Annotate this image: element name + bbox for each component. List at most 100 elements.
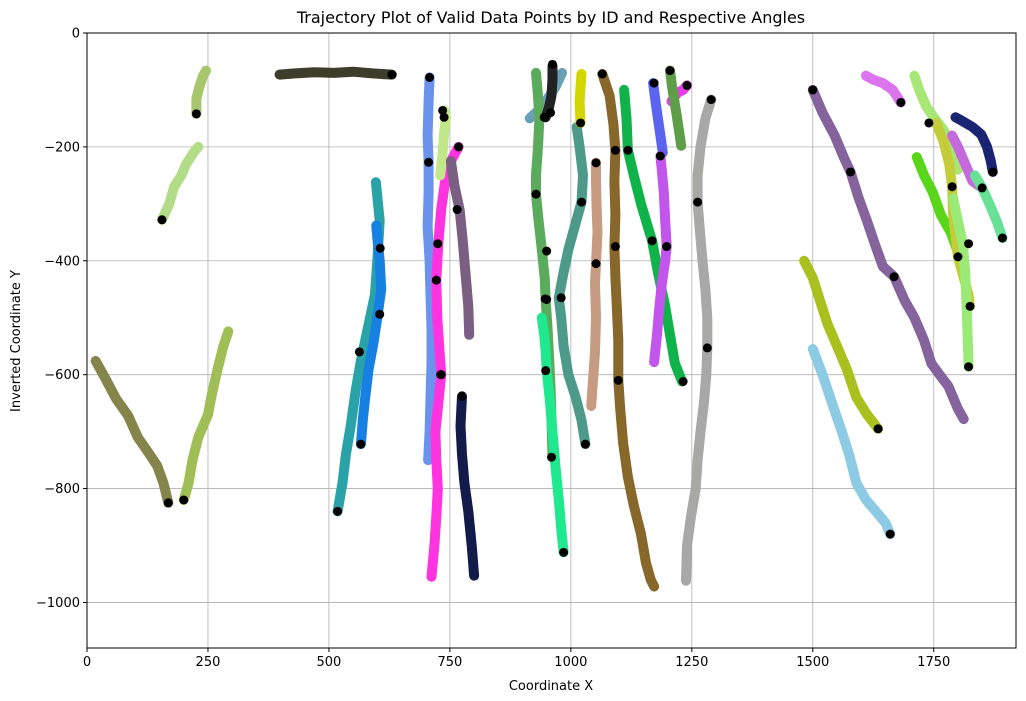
y-tick-label: −600	[44, 368, 80, 383]
x-tick-label: 1000	[554, 655, 587, 670]
endpoint-marker	[702, 343, 712, 353]
endpoint-marker	[457, 391, 467, 401]
endpoint-marker	[610, 145, 620, 155]
trajectory-series-37	[950, 112, 998, 177]
x-tick-label: 1500	[796, 655, 829, 670]
trajectory-series-3	[90, 356, 174, 508]
endpoint-marker	[541, 366, 551, 376]
x-tick-label: 500	[317, 655, 342, 670]
endpoint-marker	[375, 243, 385, 253]
endpoint-marker	[613, 375, 623, 385]
endpoint-marker	[191, 109, 201, 119]
y-tick-label: −400	[44, 254, 80, 269]
y-tick-label: −800	[44, 482, 80, 497]
endpoint-marker	[540, 294, 550, 304]
endpoint-marker	[354, 347, 364, 357]
trajectory-series-1	[157, 141, 204, 225]
endpoint-marker	[682, 80, 692, 90]
trajectory-series-19	[586, 157, 603, 411]
trajectory-series-15	[536, 312, 569, 558]
endpoint-marker	[947, 182, 957, 192]
endpoint-marker	[873, 424, 883, 434]
endpoint-marker	[808, 85, 818, 95]
endpoint-marker	[647, 236, 657, 246]
endpoint-marker	[539, 112, 549, 122]
endpoint-marker	[665, 66, 675, 76]
endpoint-marker	[531, 189, 541, 199]
endpoint-marker	[163, 498, 173, 508]
endpoint-marker	[425, 72, 435, 82]
endpoint-marker	[375, 309, 385, 319]
endpoint-marker	[965, 301, 975, 311]
trajectory-series-9	[426, 141, 464, 582]
trajectory-series-25	[665, 65, 687, 151]
endpoint-marker	[846, 167, 856, 177]
y-tick-label: 0	[72, 27, 80, 42]
trajectory-series-36	[969, 170, 1008, 243]
endpoint-marker	[924, 118, 934, 128]
endpoint-marker	[439, 112, 449, 122]
endpoint-markers	[157, 59, 1007, 557]
endpoint-marker	[662, 242, 672, 252]
trajectory-series-26	[681, 94, 717, 586]
trajectory-series-2	[191, 65, 211, 119]
endpoint-marker	[885, 529, 895, 539]
trajectory-series-29	[807, 344, 896, 540]
endpoint-marker	[547, 452, 556, 462]
endpoint-marker	[610, 242, 620, 252]
endpoint-marker	[580, 439, 590, 449]
endpoint-marker	[597, 69, 607, 79]
endpoint-marker	[678, 377, 688, 386]
endpoint-marker	[436, 370, 446, 380]
endpoint-marker	[454, 142, 464, 152]
y-tick-label: −1000	[36, 596, 80, 611]
trajectory-series-11	[445, 156, 475, 340]
endpoint-marker	[997, 233, 1007, 243]
axis-ticks: 0 250 500 750 1000 1250 1500 1750 0 −200 −400 −600 −…	[36, 27, 950, 671]
trajectory-series-27	[807, 84, 969, 425]
chart-title: Trajectory Plot of Valid Data Points by …	[296, 8, 805, 27]
endpoint-marker	[896, 97, 906, 107]
x-tick-label: 0	[83, 655, 91, 670]
trajectory-series-34	[948, 193, 974, 372]
y-axis-label: Inverted Coordinate Y	[9, 270, 24, 412]
endpoint-marker	[591, 259, 601, 269]
x-tick-label: 1250	[675, 655, 708, 670]
endpoint-marker	[559, 547, 569, 557]
endpoint-marker	[542, 246, 552, 256]
trajectory-series-23	[649, 151, 672, 368]
trajectory-series-30	[861, 70, 906, 108]
x-tick-label: 750	[437, 655, 462, 670]
endpoint-marker	[556, 293, 566, 303]
trajectory-series-4	[178, 326, 234, 505]
trajectory-series-21	[619, 84, 688, 387]
y-tick-label: −200	[44, 140, 80, 155]
endpoint-marker	[179, 495, 189, 505]
endpoint-marker	[438, 105, 448, 115]
endpoint-marker	[591, 158, 601, 168]
trajectory-series-17	[553, 122, 591, 450]
endpoint-marker	[452, 205, 462, 215]
endpoint-marker	[655, 151, 665, 161]
trajectory-series-18	[574, 69, 587, 128]
x-axis-label: Coordinate X	[509, 679, 593, 694]
endpoint-marker	[977, 183, 987, 193]
trajectory-series-22	[648, 78, 668, 158]
x-tick-label: 250	[196, 655, 221, 670]
endpoint-marker	[333, 506, 343, 516]
endpoint-marker	[157, 215, 167, 225]
endpoint-marker	[424, 157, 434, 167]
endpoint-marker	[433, 239, 443, 249]
endpoint-marker	[431, 275, 441, 285]
endpoint-marker	[953, 252, 963, 262]
endpoint-marker	[964, 239, 974, 249]
endpoint-marker	[706, 95, 716, 105]
endpoint-marker	[576, 118, 586, 128]
endpoint-marker	[964, 362, 974, 372]
x-tick-label: 1750	[917, 655, 950, 670]
trajectory-series	[90, 61, 1008, 592]
endpoint-marker	[693, 197, 703, 207]
endpoint-marker	[387, 70, 397, 80]
endpoint-marker	[889, 272, 899, 282]
